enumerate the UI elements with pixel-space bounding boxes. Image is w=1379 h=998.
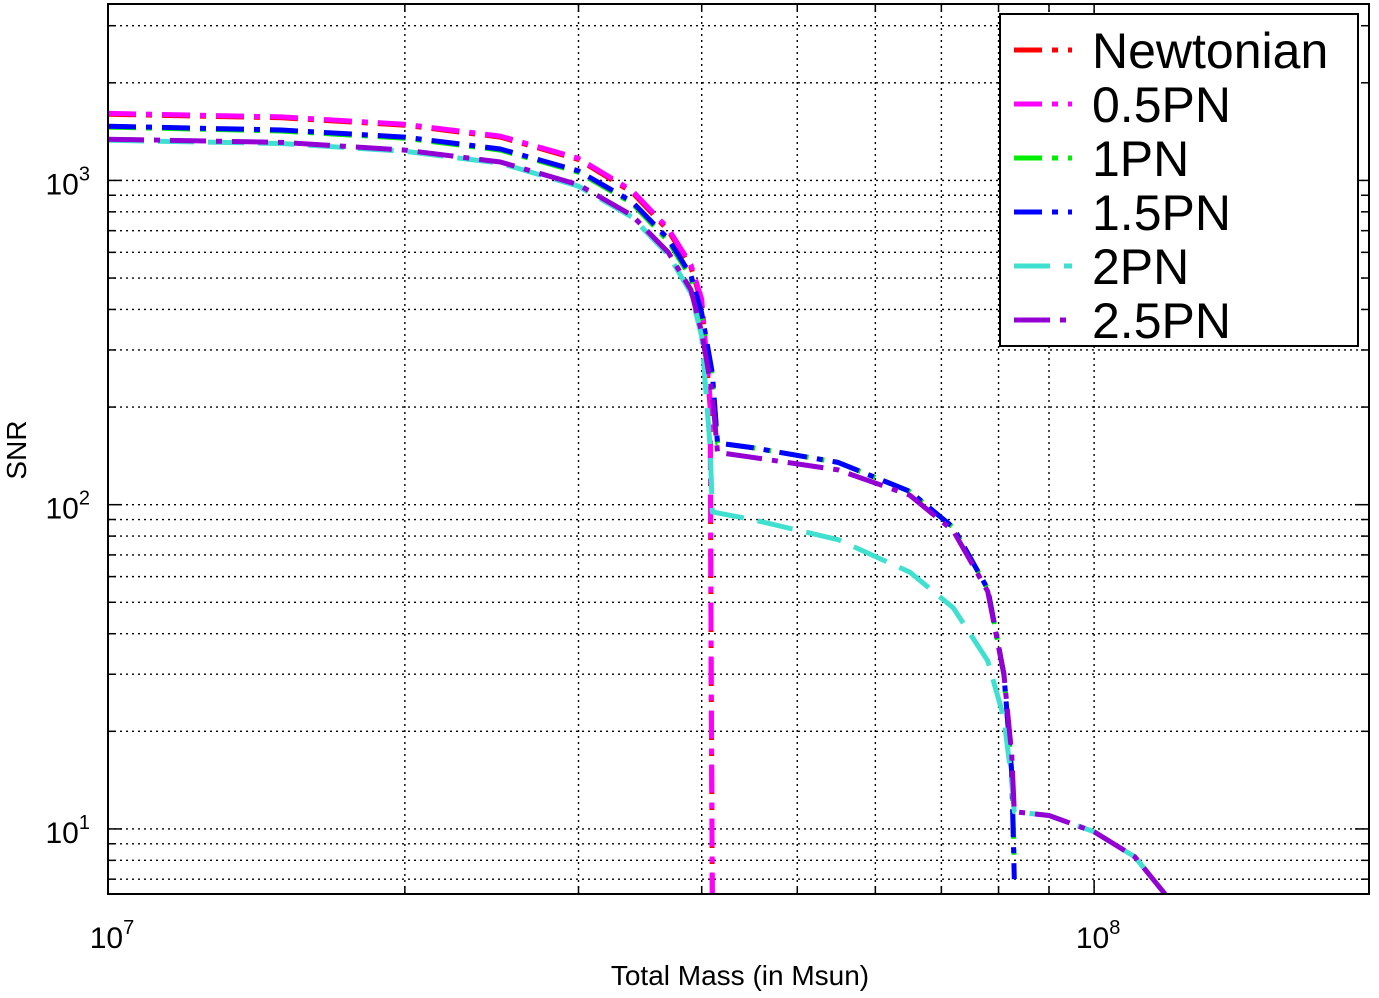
- y-tick-label: 102: [46, 488, 91, 526]
- y-axis-label: SNR: [1, 420, 32, 479]
- grid-lines: [107, 4, 1369, 894]
- series-layer: [108, 110, 1167, 894]
- series-line-1-5pn: [108, 123, 1017, 880]
- legend-label: 1PN: [1092, 131, 1189, 187]
- legend-label: 0.5PN: [1092, 77, 1231, 133]
- series-line-0-5pn: [108, 110, 715, 894]
- x-tick-label: 107: [90, 917, 135, 955]
- x-axis-label: Total Mass (in Msun): [611, 960, 869, 991]
- y-tick-label: 101: [46, 812, 91, 850]
- legend-label: 2PN: [1092, 239, 1189, 295]
- legend-label: Newtonian: [1092, 23, 1328, 79]
- x-tick-label: 108: [1076, 917, 1121, 955]
- axis-ticks: [107, 4, 1369, 894]
- series-line-2-5pn: [108, 136, 1167, 894]
- legend-box: [999, 13, 1359, 347]
- plot-frame: [107, 3, 1370, 895]
- legend-label: 1.5PN: [1092, 185, 1231, 241]
- y-tick-label: 103: [46, 163, 91, 201]
- legend-label: 2.5PN: [1092, 293, 1231, 349]
